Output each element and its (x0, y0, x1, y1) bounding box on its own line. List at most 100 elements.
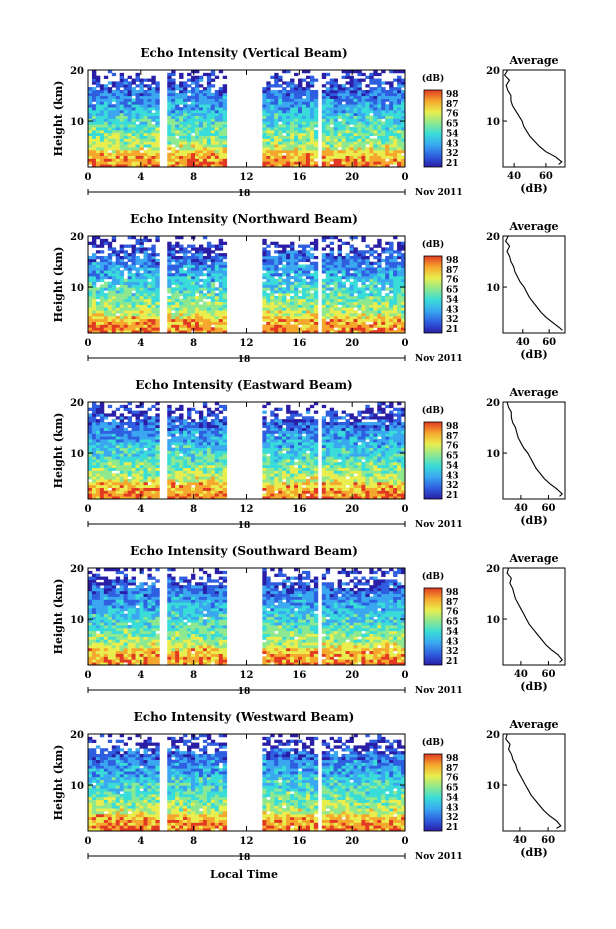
heatmap-cell (298, 115, 303, 119)
heatmap-cell (198, 421, 204, 426)
heatmap-cell (91, 479, 97, 483)
heatmap-cell (127, 118, 132, 122)
heatmap-cell (147, 461, 152, 466)
heatmap-cell (135, 287, 140, 291)
heatmap-cell (274, 138, 279, 142)
heatmap-cell (191, 298, 196, 303)
heatmap-cell (341, 284, 346, 288)
heatmap-cell (198, 124, 204, 128)
heatmap-cell (135, 241, 140, 245)
heatmap-cell (187, 267, 192, 271)
heatmap-cell (357, 295, 362, 300)
heatmap-cell (286, 281, 291, 285)
heatmap-cell (99, 255, 105, 260)
heatmap-cell (377, 101, 382, 105)
heatmap-cell (206, 241, 212, 245)
heatmap-cell (321, 247, 327, 251)
heatmap-cell (333, 81, 339, 85)
heatmap-cell (305, 141, 311, 145)
heatmap-cell (381, 92, 386, 97)
heatmap-cell (210, 290, 216, 294)
heatmap-cell (349, 109, 354, 114)
heatmap-cell (266, 307, 271, 311)
heatmap-cell (270, 104, 275, 108)
heatmap-cell (111, 141, 117, 145)
heatmap-cell (198, 493, 204, 497)
heatmap-cell (147, 247, 152, 251)
heatmap-cell (111, 304, 117, 308)
heatmap-cell (270, 261, 275, 265)
heatmap-cell (365, 264, 370, 268)
heatmap-cell (393, 255, 398, 260)
heatmap-cell (270, 330, 275, 334)
panel-title: Echo Intensity (Eastward Beam) (135, 378, 352, 392)
heatmap-cell (88, 98, 93, 102)
heatmap-cell (139, 436, 144, 440)
heatmap-cell (119, 427, 125, 431)
heatmap-cell (99, 250, 105, 254)
heatmap-cell (151, 161, 156, 165)
heatmap-cell (389, 258, 394, 263)
heatmap-cell (131, 293, 136, 297)
heatmap-cell (202, 307, 208, 311)
heatmap-cell (155, 298, 160, 303)
heatmap-cell (286, 95, 291, 99)
heatmap-cell (127, 255, 132, 260)
heatmap-cell (294, 115, 299, 119)
heatmap-cell (88, 112, 93, 117)
beam-panel: Echo Intensity (Vertical Beam)0 4 8 12 16 20 0… (52, 46, 566, 199)
heatmap-cell (357, 95, 362, 99)
heatmap-cell (175, 467, 180, 471)
heatmap-cell (167, 104, 172, 108)
heatmap-cell (187, 439, 192, 443)
heatmap-cell (282, 264, 287, 268)
heatmap-cell (115, 450, 121, 454)
heatmap-cell (381, 121, 386, 125)
heatmap-cell (393, 121, 398, 125)
heatmap-cell (369, 270, 374, 274)
heatmap-cell (194, 95, 200, 99)
heatmap-cell (381, 281, 386, 285)
heatmap-cell (147, 132, 152, 137)
heatmap-cell (381, 135, 386, 139)
heatmap-cell (365, 118, 370, 122)
heatmap-cell (115, 464, 121, 469)
heatmap-cell (341, 132, 346, 137)
heatmap-cell (377, 301, 382, 305)
heatmap-cell (341, 158, 346, 162)
heatmap-cell (305, 313, 311, 317)
heatmap-cell (321, 261, 327, 265)
heatmap-cell (274, 250, 279, 254)
heatmap-cell (329, 330, 335, 334)
heatmap-cell (210, 275, 216, 280)
heatmap-cell (135, 456, 140, 460)
heatmap-cell (167, 72, 172, 77)
heatmap-cell (353, 287, 358, 291)
heatmap-cell (95, 304, 101, 308)
heatmap-cell (155, 327, 160, 331)
heatmap-cell (218, 158, 224, 162)
heatmap-cell (353, 98, 358, 102)
heatmap-cell (99, 307, 105, 311)
heatmap-cell (341, 330, 346, 334)
heatmap-cell (373, 141, 378, 145)
heatmap-cell (218, 238, 224, 243)
heatmap-cell (305, 144, 311, 148)
heatmap-cell (278, 98, 283, 102)
heatmap-cell (99, 441, 105, 446)
heatmap-cell (401, 313, 406, 317)
heatmap-cell (131, 496, 136, 500)
heatmap-cell (183, 310, 188, 314)
heatmap-cell (175, 301, 180, 305)
heatmap-cell (103, 493, 109, 497)
heatmap-cell (218, 161, 224, 165)
heatmap-cell (103, 158, 109, 162)
heatmap-cell (309, 293, 315, 297)
heatmap-cell (107, 476, 113, 480)
heatmap-cell (286, 261, 291, 265)
heatmap-cell (194, 490, 200, 494)
heatmap-cell (218, 304, 224, 308)
heatmap-cell (206, 270, 212, 274)
heatmap-cell (278, 258, 283, 263)
